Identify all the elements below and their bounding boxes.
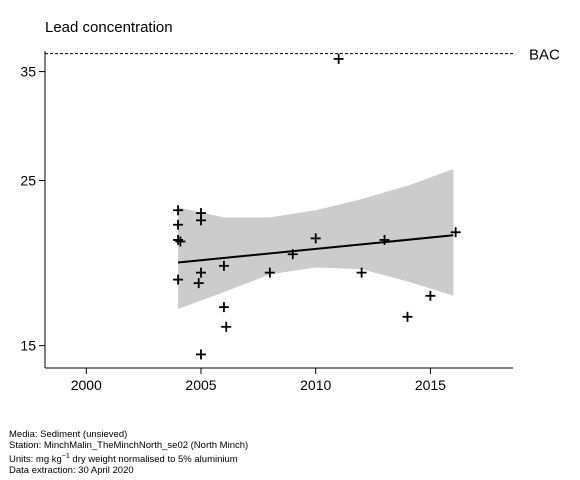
- y-tick-label: 35: [20, 64, 36, 80]
- data-point: [196, 215, 206, 226]
- data-point: [173, 234, 184, 245]
- x-tick-label: 2000: [71, 377, 102, 393]
- footer-units-suffix: dry weight normalised to 5% aluminium: [69, 454, 238, 466]
- trend-line: [177, 234, 454, 264]
- footer-extraction: Data extraction: 30 April 2020: [9, 465, 134, 477]
- x-tick-label: 2005: [185, 377, 216, 393]
- footer-station: Station: MinchMalin_TheMinchNorth_se02 (…: [9, 440, 249, 451]
- data-point: [425, 290, 436, 301]
- data-point: [264, 267, 275, 278]
- footer-media: Media: Sediment (unsieved): [9, 429, 128, 440]
- data-point: [175, 236, 186, 247]
- data-point: [218, 260, 229, 271]
- x-tick-label: 2010: [300, 377, 331, 393]
- data-point: [287, 249, 298, 260]
- data-point: [356, 267, 367, 278]
- data-point: [193, 278, 204, 289]
- data-point: [173, 219, 184, 230]
- footer-units-prefix: Units: mg kg: [9, 454, 62, 466]
- chart-footer: Media: Sediment (unsieved) Station: Minc…: [9, 429, 248, 476]
- data-point: [218, 302, 229, 313]
- data-point: [173, 205, 184, 216]
- data-point: [310, 233, 321, 244]
- chart-title: Lead concentration: [45, 19, 173, 36]
- footer-units-exponent: −1: [61, 453, 70, 460]
- data-point: [221, 321, 232, 332]
- data-point: [450, 227, 461, 238]
- footer-units: Units: mg kg−1 dry weight normalised to …: [9, 451, 248, 465]
- data-point: [196, 349, 206, 360]
- y-tick-label: 15: [20, 338, 36, 354]
- data-point: [173, 274, 184, 285]
- data-point: [379, 234, 390, 245]
- x-tick-label: 2015: [415, 377, 446, 393]
- bac-label: BAC: [529, 47, 560, 64]
- data-point: [402, 311, 413, 322]
- data-point: [196, 267, 206, 278]
- y-tick-label: 25: [20, 172, 36, 188]
- data-point: [333, 53, 344, 64]
